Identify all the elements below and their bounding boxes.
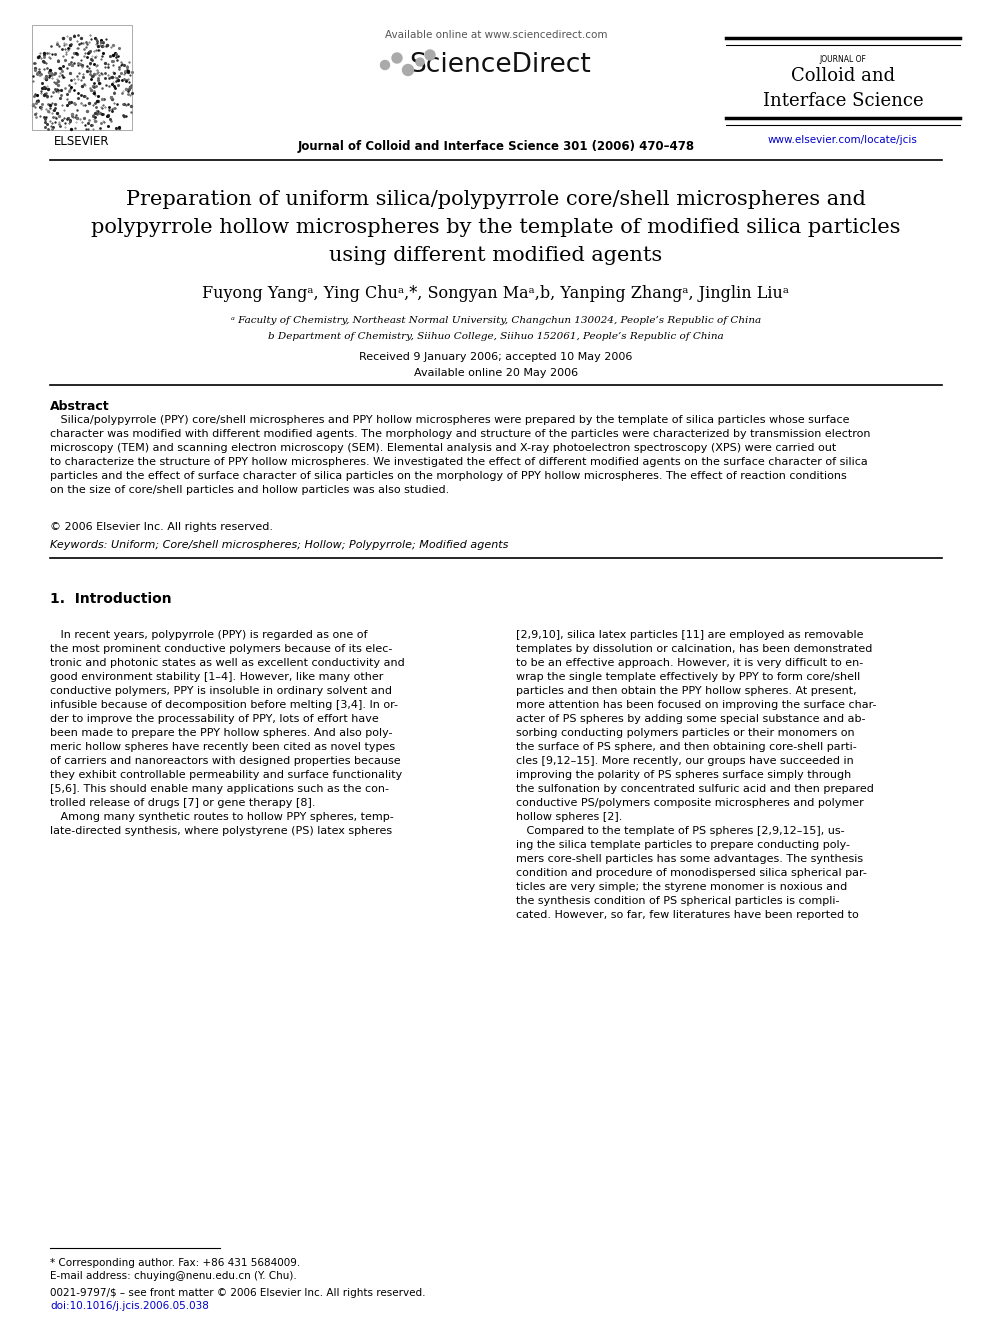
- Bar: [32, 25, 132, 130]
- Text: Silica/polypyrrole (PPY) core/shell microspheres and PPY hollow microspheres wer: Silica/polypyrrole (PPY) core/shell micr…: [50, 415, 871, 495]
- Circle shape: [403, 65, 414, 75]
- Text: 0021-9797/$ – see front matter © 2006 Elsevier Inc. All rights reserved.: 0021-9797/$ – see front matter © 2006 El…: [50, 1289, 426, 1298]
- Text: * Corresponding author. Fax: +86 431 5684009.: * Corresponding author. Fax: +86 431 568…: [50, 1258, 301, 1267]
- Text: Keywords: Uniform; Core/shell microspheres; Hollow; Polypyrrole; Modified agents: Keywords: Uniform; Core/shell microspher…: [50, 540, 508, 550]
- Text: 1.  Introduction: 1. Introduction: [50, 591, 172, 606]
- Text: b Department of Chemistry, Siihuo College, Siihuo 152061, People’s Republic of C: b Department of Chemistry, Siihuo Colleg…: [268, 332, 724, 341]
- Circle shape: [392, 53, 402, 64]
- Text: E-mail address: chuying@nenu.edu.cn (Y. Chu).: E-mail address: chuying@nenu.edu.cn (Y. …: [50, 1271, 297, 1281]
- Text: JOURNAL OF: JOURNAL OF: [819, 56, 866, 64]
- Text: In recent years, polypyrrole (PPY) is regarded as one of
the most prominent cond: In recent years, polypyrrole (PPY) is re…: [50, 630, 405, 836]
- Circle shape: [381, 61, 390, 70]
- Text: [2,9,10], silica latex particles [11] are employed as removable
templates by dis: [2,9,10], silica latex particles [11] ar…: [516, 630, 877, 919]
- Text: Available online at www.sciencedirect.com: Available online at www.sciencedirect.co…: [385, 30, 607, 40]
- Text: Preparation of uniform silica/polypyrrole core/shell microspheres and: Preparation of uniform silica/polypyrrol…: [126, 191, 866, 209]
- Text: doi:10.1016/j.jcis.2006.05.038: doi:10.1016/j.jcis.2006.05.038: [50, 1301, 209, 1311]
- Text: Interface Science: Interface Science: [763, 93, 924, 110]
- Text: ᵃ Faculty of Chemistry, Northeast Normal University, Changchun 130024, People’s : ᵃ Faculty of Chemistry, Northeast Normal…: [231, 316, 761, 325]
- Text: © 2006 Elsevier Inc. All rights reserved.: © 2006 Elsevier Inc. All rights reserved…: [50, 523, 273, 532]
- Text: Received 9 January 2006; accepted 10 May 2006: Received 9 January 2006; accepted 10 May…: [359, 352, 633, 363]
- Text: Fuyong Yangᵃ, Ying Chuᵃ,*, Songyan Maᵃ,b, Yanping Zhangᵃ, Jinglin Liuᵃ: Fuyong Yangᵃ, Ying Chuᵃ,*, Songyan Maᵃ,b…: [202, 284, 790, 302]
- Text: ScienceDirect: ScienceDirect: [409, 52, 591, 78]
- Text: polypyrrole hollow microspheres by the template of modified silica particles: polypyrrole hollow microspheres by the t…: [91, 218, 901, 237]
- Text: Colloid and: Colloid and: [791, 67, 895, 85]
- Text: Abstract: Abstract: [50, 400, 110, 413]
- Circle shape: [416, 58, 424, 66]
- Circle shape: [425, 50, 435, 60]
- Text: using different modified agents: using different modified agents: [329, 246, 663, 265]
- Text: Available online 20 May 2006: Available online 20 May 2006: [414, 368, 578, 378]
- Text: Journal of Colloid and Interface Science 301 (2006) 470–478: Journal of Colloid and Interface Science…: [298, 140, 694, 153]
- Text: ELSEVIER: ELSEVIER: [55, 135, 110, 148]
- Text: www.elsevier.com/locate/jcis: www.elsevier.com/locate/jcis: [768, 135, 918, 146]
- Bar: [32, 25, 132, 130]
